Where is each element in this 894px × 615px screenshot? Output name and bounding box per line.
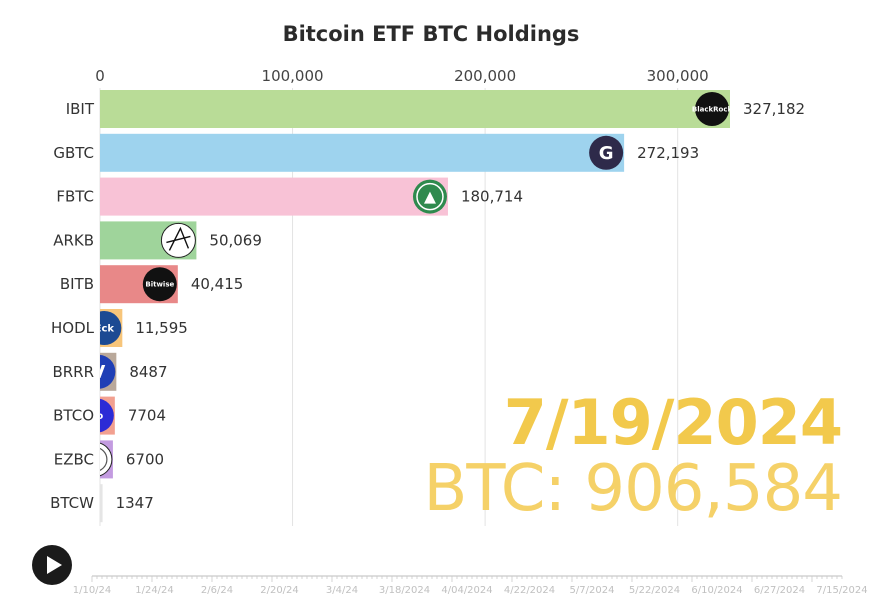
grayscale-logo-icon: G — [589, 135, 624, 170]
current-date-label: 7/19/2024 — [503, 386, 843, 459]
category-label: FBTC — [56, 188, 94, 206]
blackrock-logo-icon: BlackRock — [692, 92, 733, 126]
bitwise-logo-icon: Bitwise — [142, 267, 177, 302]
logo-text: Eck — [95, 324, 115, 335]
franklin-logo-icon — [100, 442, 113, 477]
value-label: 1347 — [116, 494, 154, 512]
bar-gbtc — [100, 133, 625, 172]
fidelity-logo-icon — [412, 179, 447, 214]
category-label: EZBC — [54, 450, 94, 468]
category-label: ARKB — [53, 231, 94, 249]
vaneck-logo-icon: Eck — [95, 311, 122, 345]
play-button[interactable] — [32, 545, 72, 585]
logo-text: G — [599, 143, 614, 164]
category-label: GBTC — [53, 144, 94, 162]
invesco-logo-icon: co — [90, 398, 114, 433]
category-label: IBIT — [66, 100, 95, 118]
logo-text: co — [90, 411, 103, 422]
category-label: HODL — [51, 319, 95, 337]
value-label: 180,714 — [461, 188, 523, 206]
ark-logo-icon — [160, 222, 196, 258]
value-label: 272,193 — [637, 144, 699, 162]
x-tick-label: 200,000 — [454, 67, 516, 85]
value-label: 40,415 — [191, 275, 244, 293]
category-label: BRRR — [52, 363, 94, 381]
total-btc-label: BTC: 906,584 — [423, 452, 843, 526]
value-label: 50,069 — [209, 231, 262, 249]
value-label: 11,595 — [135, 319, 188, 337]
value-label: 327,182 — [743, 100, 805, 118]
bar-ibit — [100, 90, 730, 128]
value-label: 6700 — [126, 450, 164, 468]
value-label: 7704 — [128, 407, 166, 425]
category-label: BITB — [60, 275, 94, 293]
category-label: BTCW — [50, 494, 94, 512]
logo-text: Bitwise — [145, 281, 174, 289]
chart-title: Bitcoin ETF BTC Holdings — [282, 22, 580, 46]
bar-btcw — [100, 484, 103, 523]
category-label: BTCO — [53, 407, 94, 425]
value-label: 8487 — [129, 363, 167, 381]
logo-text: BlackRock — [692, 106, 733, 114]
valkyrie-logo-icon: V — [91, 354, 116, 389]
x-tick-label: 0 — [95, 67, 105, 85]
logo-text: V — [91, 362, 105, 383]
bar-fbtc — [100, 177, 448, 216]
x-tick-label: 100,000 — [262, 67, 324, 85]
x-tick-label: 300,000 — [647, 67, 709, 85]
